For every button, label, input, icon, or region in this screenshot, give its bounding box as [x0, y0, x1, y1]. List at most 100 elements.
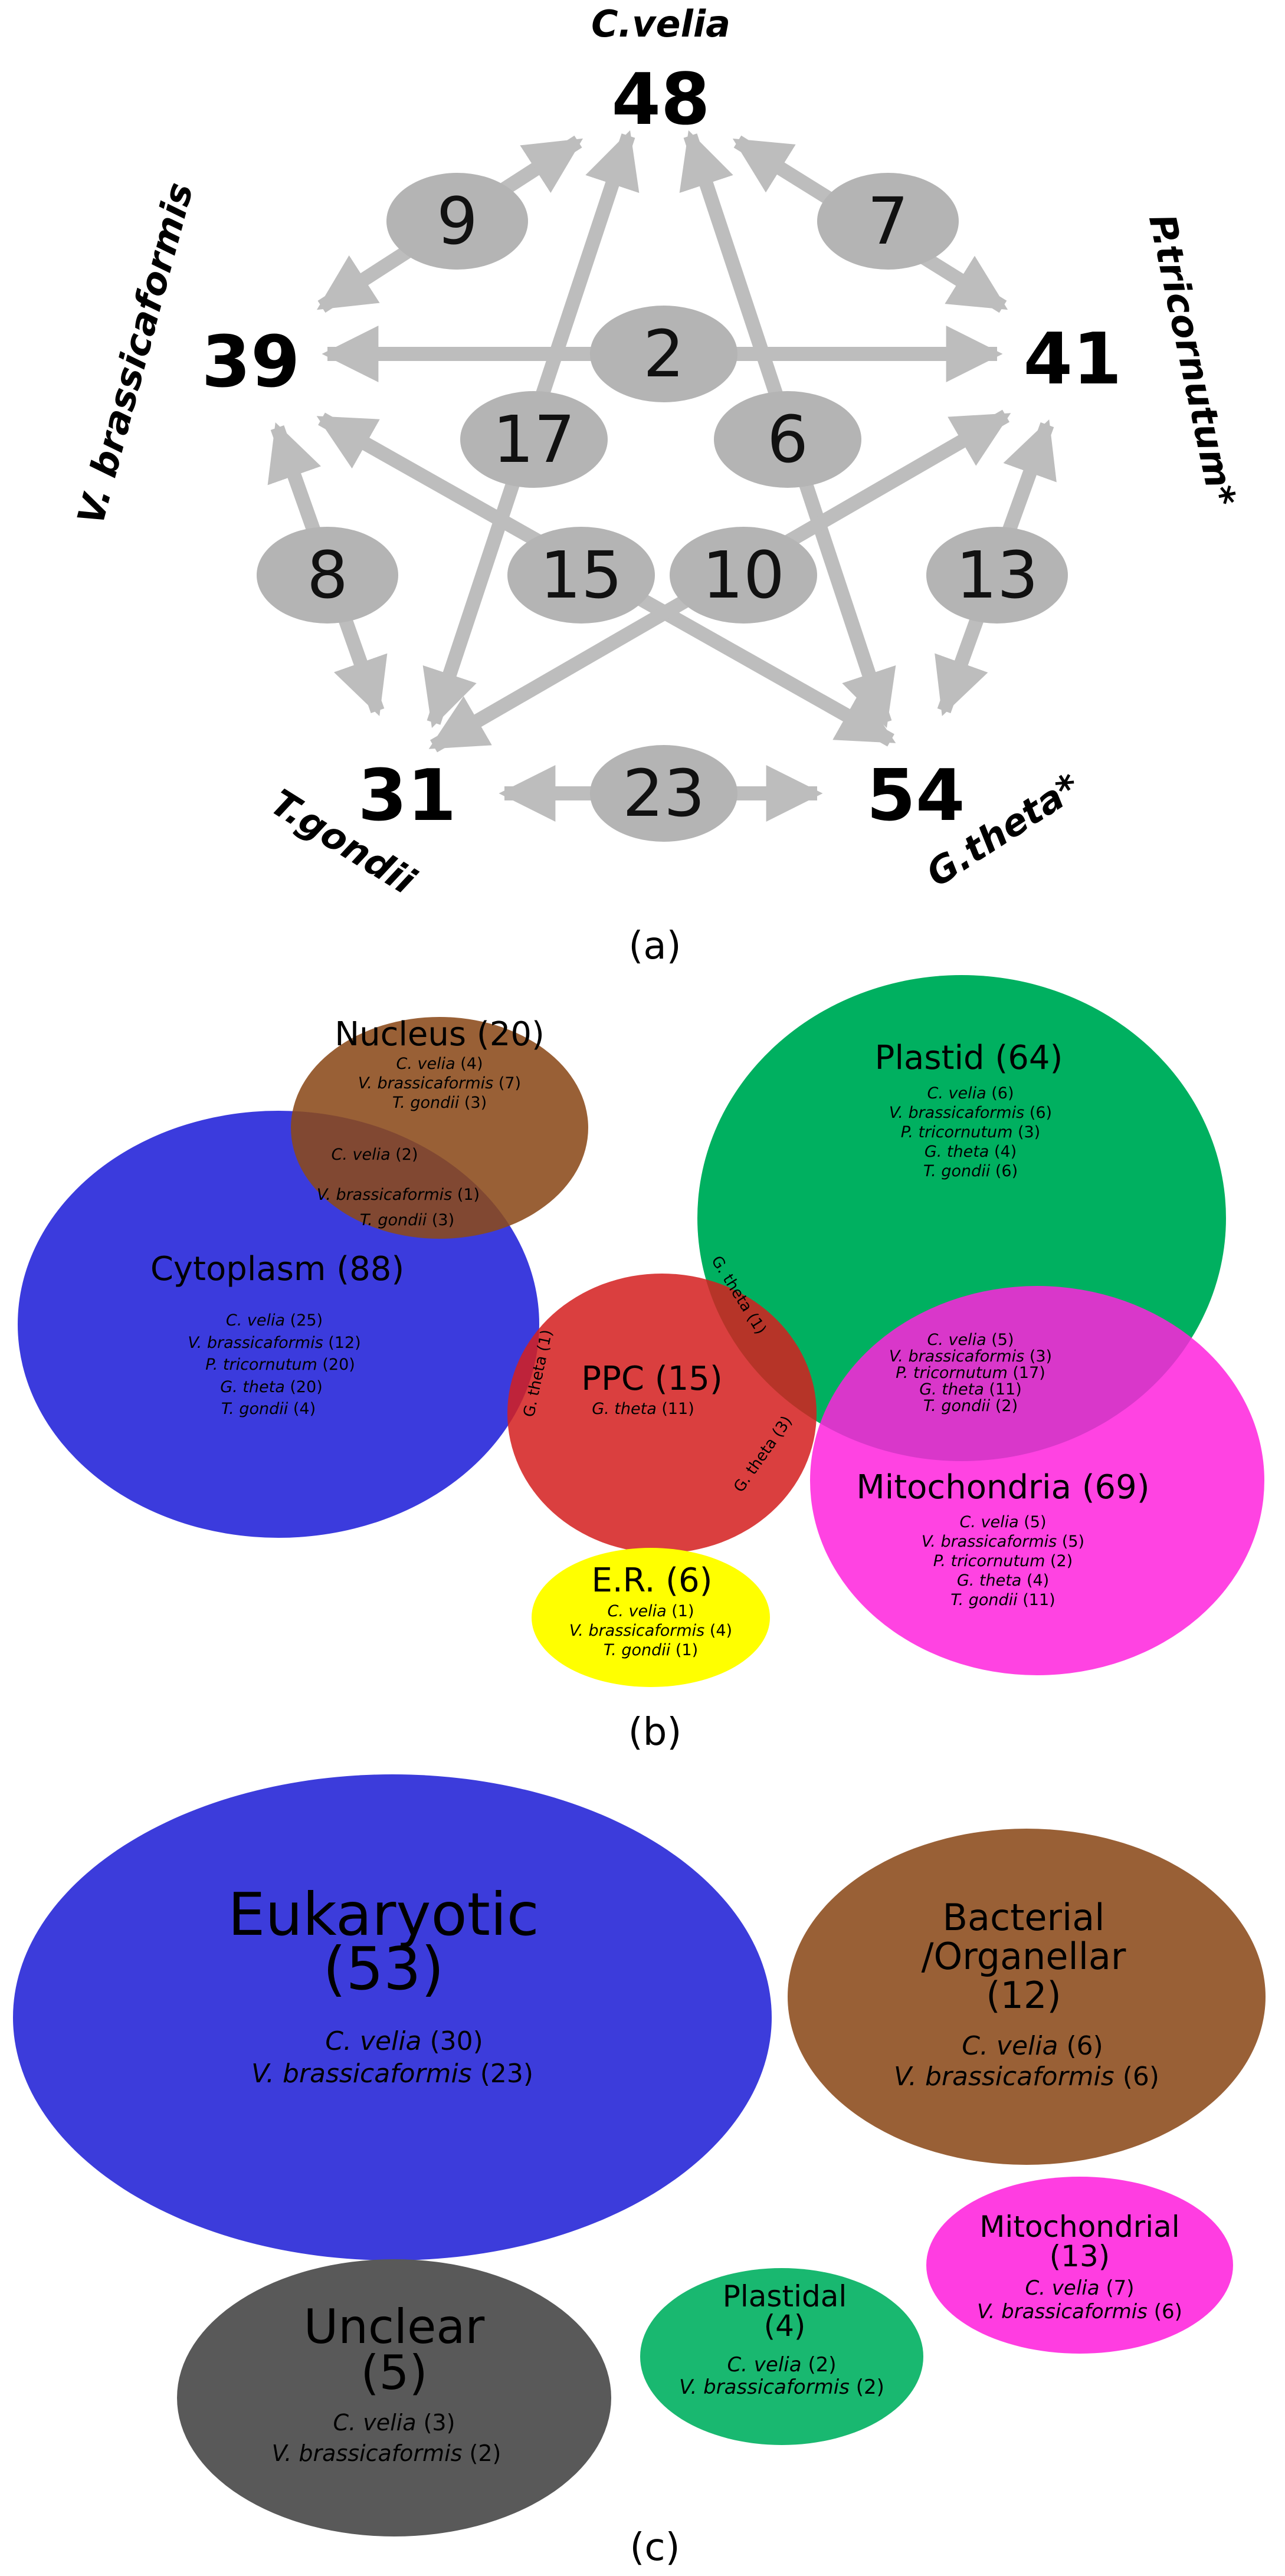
mitochondria-label: Mitochondria (69) C. velia (5) V. brassi…: [856, 1468, 1149, 1609]
panel-label-c: (c): [630, 2526, 680, 2570]
panel-b-venn: Nucleus (20) C. velia (4) V. brassicafor…: [18, 975, 1264, 1754]
edge-bubble-vbras-ptri: [590, 306, 737, 402]
svg-text:Plastidal: Plastidal: [723, 2279, 847, 2314]
edge-value-vbras-ptri: 2: [643, 316, 684, 392]
svg-text:P. tricornutum (17): P. tricornutum (17): [896, 1364, 1045, 1382]
node-species-vbras: V. brassicaformis: [69, 178, 202, 529]
edge-value-cvelia-vbras: 9: [437, 183, 478, 259]
mitochondrial-label: Mitochondrial (13) C. velia (7) V. brass…: [977, 2210, 1182, 2324]
nucleus-label: Nucleus (20) C. velia (4) V. brassicafor…: [335, 1015, 545, 1112]
svg-text:T. gondii (6): T. gondii (6): [923, 1162, 1018, 1180]
edge-bubble-cvelia-gtheta: [714, 391, 861, 488]
unclear-label: Unclear (5) C. velia (3) V. brassicaform…: [272, 2299, 501, 2466]
svg-text:V. brassicaformis (6): V. brassicaformis (6): [894, 2062, 1159, 2092]
svg-text:/Organellar: /Organellar: [922, 1935, 1126, 1978]
svg-text:T. gondii (2): T. gondii (2): [923, 1397, 1018, 1415]
svg-text:V. brassicaformis (3): V. brassicaformis (3): [889, 1347, 1052, 1366]
svg-text:Plastid (64): Plastid (64): [875, 1039, 1063, 1077]
group-eukaryotic: [13, 1774, 772, 2260]
svg-text:E.R. (6): E.R. (6): [591, 1561, 712, 1600]
svg-text:T. gondii (3): T. gondii (3): [360, 1211, 454, 1229]
edge-bubble-vbras-tgondii: [257, 527, 398, 624]
svg-text:T. gondii (4): T. gondii (4): [221, 1400, 316, 1418]
svg-text:G. theta (11): G. theta (11): [592, 1400, 694, 1418]
svg-text:V. brassicaformis (1): V. brassicaformis (1): [317, 1186, 480, 1204]
svg-text:G. theta (11): G. theta (11): [919, 1380, 1022, 1399]
svg-text:C. velia (5): C. velia (5): [927, 1331, 1014, 1349]
svg-text:G. theta (20): G. theta (20): [220, 1378, 323, 1396]
set-mitochondria: [810, 1286, 1264, 1675]
svg-text:Unclear: Unclear: [304, 2299, 485, 2354]
overlap-plastid-mito: C. velia (5) V. brassicaformis (3) P. tr…: [889, 1331, 1052, 1415]
svg-text:Eukaryotic: Eukaryotic: [228, 1880, 539, 1949]
svg-text:C. velia (3): C. velia (3): [333, 2410, 455, 2436]
overlap-nucleus-cytoplasm: C. velia (2) V. brassicaformis (1) T. go…: [317, 1146, 480, 1229]
edge-bubble-tgondii-gtheta: [590, 745, 737, 842]
svg-text:(4): (4): [764, 2309, 806, 2343]
edge-bubble-vbras-gtheta: [507, 527, 655, 624]
svg-text:V. brassicaformis (5): V. brassicaformis (5): [922, 1533, 1084, 1551]
edge-bubble-ptri-gtheta: [926, 527, 1068, 624]
svg-text:V. brassicaformis (12): V. brassicaformis (12): [188, 1334, 360, 1352]
svg-text:PPC (15): PPC (15): [581, 1360, 722, 1398]
svg-text:Bacterial: Bacterial: [942, 1896, 1104, 1939]
svg-text:G. theta (4): G. theta (4): [925, 1143, 1017, 1161]
edge-value-cvelia-gtheta: 6: [767, 402, 808, 477]
edge-value-vbras-gtheta: 15: [540, 537, 622, 613]
node-species-ptri: P.tricornutum*: [1140, 211, 1244, 510]
er-label: E.R. (6) C. velia (1) V. brassicaformis …: [569, 1561, 732, 1659]
svg-text:Mitochondria (69): Mitochondria (69): [856, 1468, 1149, 1507]
svg-text:C. velia (2): C. velia (2): [727, 2353, 836, 2377]
svg-text:C. velia (30): C. velia (30): [325, 2026, 483, 2056]
edge-bubble-cvelia-ptri: [817, 173, 959, 270]
panel-label-a: (a): [628, 924, 681, 968]
svg-text:C. velia (25): C. velia (25): [226, 1311, 323, 1330]
svg-text:Cytoplasm (88): Cytoplasm (88): [150, 1250, 404, 1288]
group-bacterial: [788, 1829, 1266, 2165]
edge-value-vbras-tgondii: 8: [307, 537, 348, 613]
svg-text:(12): (12): [986, 1974, 1061, 2017]
edge-value-cvelia-ptri: 7: [867, 183, 909, 259]
group-plastidal: [640, 2268, 923, 2445]
svg-text:T. gondii (3): T. gondii (3): [392, 1094, 487, 1112]
set-er: [532, 1548, 770, 1687]
svg-text:C. velia (2): C. velia (2): [332, 1146, 418, 1164]
svg-text:(53): (53): [323, 1934, 444, 2003]
edge-value-ptri-gtheta: 13: [956, 537, 1038, 613]
svg-text:C. velia (7): C. velia (7): [1025, 2276, 1134, 2300]
group-mitochondrial: [926, 2177, 1233, 2354]
set-ppc: [507, 1274, 817, 1553]
svg-text:V. brassicaformis (2): V. brassicaformis (2): [272, 2440, 501, 2466]
node-count-gtheta: 54: [867, 755, 965, 837]
bacterial-label: Bacterial /Organellar (12) C. velia (6) …: [894, 1896, 1159, 2092]
svg-text:V. brassicaformis (4): V. brassicaformis (4): [569, 1622, 732, 1640]
svg-text:P. tricornutum (2): P. tricornutum (2): [933, 1552, 1073, 1570]
svg-text:(5): (5): [360, 2345, 427, 2400]
node-count-vbras: 39: [202, 321, 300, 403]
edge-bubble-cvelia-tgondii: [460, 391, 608, 488]
svg-text:V. brassicaformis (6): V. brassicaformis (6): [977, 2300, 1182, 2324]
svg-text:T. gondii (1): T. gondii (1): [604, 1641, 698, 1659]
panel-c-bubbles: Eukaryotic (53) C. velia (30) V. brassic…: [13, 1774, 1266, 2570]
node-count-tgondii: 31: [358, 755, 457, 837]
svg-text:V. brassicaformis (6): V. brassicaformis (6): [889, 1104, 1052, 1122]
node-count-ptri: 41: [1024, 319, 1122, 401]
svg-text:Mitochondrial: Mitochondrial: [979, 2210, 1179, 2244]
eukaryotic-label: Eukaryotic (53) C. velia (30) V. brassic…: [228, 1880, 539, 2089]
edge-bubble-cvelia-vbras: [386, 173, 528, 270]
svg-text:V. brassicaformis (2): V. brassicaformis (2): [679, 2375, 884, 2399]
svg-text:C. velia (6): C. velia (6): [927, 1084, 1014, 1102]
panel-a-network: 9 7 2 17 6 8 15 10 13 23 C.velia 48 P.tricornutum…: [69, 2, 1244, 968]
panel-label-b: (b): [628, 1711, 682, 1754]
svg-text:P. tricornutum (20): P. tricornutum (20): [205, 1356, 355, 1374]
edge-value-tgondii-gtheta: 23: [622, 756, 705, 831]
set-nucleus: [291, 1017, 588, 1239]
svg-text:V. brassicaformis (7): V. brassicaformis (7): [358, 1074, 521, 1092]
edge-bubble-ptri-tgondii: [670, 527, 817, 624]
svg-text:P. tricornutum (3): P. tricornutum (3): [901, 1123, 1040, 1141]
plastidal-label: Plastidal (4) C. velia (2) V. brassicafo…: [679, 2279, 884, 2399]
svg-text:Nucleus (20): Nucleus (20): [335, 1015, 545, 1054]
svg-text:C. velia (5): C. velia (5): [960, 1513, 1047, 1531]
edge-value-cvelia-tgondii: 17: [493, 402, 575, 477]
node-count-cvelia: 48: [612, 59, 710, 141]
